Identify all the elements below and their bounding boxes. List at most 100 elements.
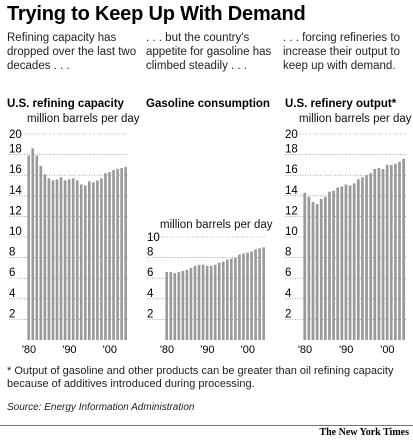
bar-1993 bbox=[217, 262, 221, 340]
bar-1991 bbox=[348, 185, 352, 340]
bar-2000 bbox=[108, 172, 111, 340]
bar-1981 bbox=[31, 148, 35, 340]
y-tick-label: 6 bbox=[9, 267, 15, 279]
x-tick-label: '90 bbox=[339, 344, 353, 356]
bar-1991 bbox=[71, 178, 75, 340]
bottom-rule bbox=[0, 425, 413, 426]
bar-1985 bbox=[185, 269, 189, 340]
bar-2002 bbox=[394, 163, 397, 340]
bar-1994 bbox=[221, 261, 225, 340]
bar-1995 bbox=[226, 259, 229, 340]
x-tick-label: '90 bbox=[200, 344, 214, 356]
bar-1996 bbox=[369, 173, 373, 340]
bar-1982 bbox=[311, 201, 315, 340]
x-tick-label: '00 bbox=[241, 344, 255, 356]
bar-1995 bbox=[365, 175, 368, 340]
bar-1984 bbox=[319, 198, 323, 340]
y-tick-label: 8 bbox=[9, 247, 15, 259]
bar-1993 bbox=[356, 179, 360, 340]
bar-1981 bbox=[169, 272, 173, 340]
y-tick-label: 6 bbox=[285, 267, 291, 279]
page-title: Trying to Keep Up With Demand bbox=[7, 3, 306, 25]
x-tick-label: '00 bbox=[103, 344, 117, 356]
y-tick-label: 4 bbox=[147, 288, 154, 300]
y-tick-label: 8 bbox=[147, 247, 153, 259]
bar-1997 bbox=[96, 180, 99, 340]
bar-2003 bbox=[398, 161, 401, 340]
bar-1989 bbox=[63, 180, 67, 340]
y-tick-label: 2 bbox=[285, 308, 291, 320]
unit-label-gasoline: million barrels per day bbox=[160, 219, 273, 231]
bar-1983 bbox=[315, 204, 319, 340]
bar-1990 bbox=[205, 265, 209, 340]
bar-1991 bbox=[209, 265, 213, 340]
bar-1985 bbox=[324, 196, 327, 340]
y-tick-label: 4 bbox=[285, 288, 292, 300]
y-tick-label: 4 bbox=[9, 288, 16, 300]
y-tick-label-top: 20 bbox=[285, 129, 298, 141]
footnote: * Output of gasoline and other products … bbox=[7, 365, 394, 390]
bar-1980 bbox=[27, 155, 31, 340]
y-tick-label: 10 bbox=[285, 226, 298, 238]
bar-2004 bbox=[402, 158, 405, 340]
unit-label-capacity: million barrels per day bbox=[27, 113, 140, 125]
bar-1997 bbox=[234, 257, 237, 340]
x-tick-label: '80 bbox=[22, 344, 36, 356]
y-tick-label: 2 bbox=[9, 308, 15, 320]
y-tick-label-top: 10 bbox=[147, 232, 160, 244]
bar-2001 bbox=[112, 170, 115, 340]
bar-1999 bbox=[242, 253, 245, 340]
bar-1996 bbox=[92, 182, 95, 340]
bar-1999 bbox=[104, 173, 107, 340]
bar-1998 bbox=[238, 254, 241, 340]
y-tick-label: 2 bbox=[147, 308, 153, 320]
y-tick-label: 18 bbox=[285, 144, 298, 156]
bar-1997 bbox=[373, 169, 377, 340]
bar-1988 bbox=[59, 177, 63, 340]
bar-1992 bbox=[213, 264, 217, 340]
x-tick-label: '00 bbox=[380, 344, 394, 356]
bar-1988 bbox=[197, 264, 201, 340]
charts-canvas: 2 4 6 8 10 12 14 16 18 20 '80 '90 '00 2 4 6 8 10 '80 '90 '00… bbox=[9, 129, 406, 356]
x-tick-label: '90 bbox=[62, 344, 76, 356]
panel-title-capacity: U.S. refining capacity bbox=[7, 98, 124, 110]
bar-1983 bbox=[39, 165, 43, 340]
bar-1987 bbox=[193, 265, 197, 340]
bar-1986 bbox=[51, 180, 55, 340]
y-tick-label: 6 bbox=[147, 267, 153, 279]
bar-1986 bbox=[328, 191, 331, 340]
bar-1995 bbox=[88, 181, 91, 340]
publisher-credit: The New York Times bbox=[319, 427, 409, 438]
bar-1987 bbox=[55, 179, 59, 340]
bar-1990 bbox=[344, 184, 348, 340]
y-tick-label: 16 bbox=[285, 164, 298, 176]
bar-1990 bbox=[67, 179, 71, 340]
y-tick-label: 18 bbox=[9, 144, 22, 156]
source-note: Source: Energy Information Administratio… bbox=[7, 402, 195, 413]
bar-2001 bbox=[389, 164, 393, 340]
y-tick-label-top: 20 bbox=[9, 129, 22, 141]
bar-2000 bbox=[385, 164, 389, 340]
bar-2001 bbox=[250, 251, 253, 340]
intro-text-capacity: Refining capacity has dropped over the l… bbox=[7, 32, 137, 72]
bar-1980 bbox=[165, 272, 169, 340]
bar-1984 bbox=[43, 174, 47, 340]
bar-1987 bbox=[332, 190, 335, 340]
intro-text-gasoline: . . . but the country's appetite for gas… bbox=[146, 32, 272, 72]
bar-1988 bbox=[336, 187, 340, 340]
y-tick-label: 8 bbox=[285, 247, 291, 259]
panel-title-output: U.S. refinery output* bbox=[285, 98, 397, 110]
bar-1984 bbox=[181, 270, 185, 340]
bar-1992 bbox=[75, 180, 79, 340]
bar-1989 bbox=[340, 186, 344, 340]
bar-1982 bbox=[35, 155, 39, 340]
bar-1999 bbox=[381, 169, 385, 340]
bar-1986 bbox=[189, 267, 193, 340]
x-tick-label: '80 bbox=[298, 344, 312, 356]
unit-label-output: million barrels per day bbox=[299, 113, 412, 125]
bar-1993 bbox=[79, 184, 83, 340]
bar-2003 bbox=[120, 167, 123, 340]
y-tick-label: 14 bbox=[285, 185, 298, 197]
panel-title-gasoline: Gasoline consumption bbox=[146, 98, 270, 110]
bar-1982 bbox=[173, 273, 177, 340]
